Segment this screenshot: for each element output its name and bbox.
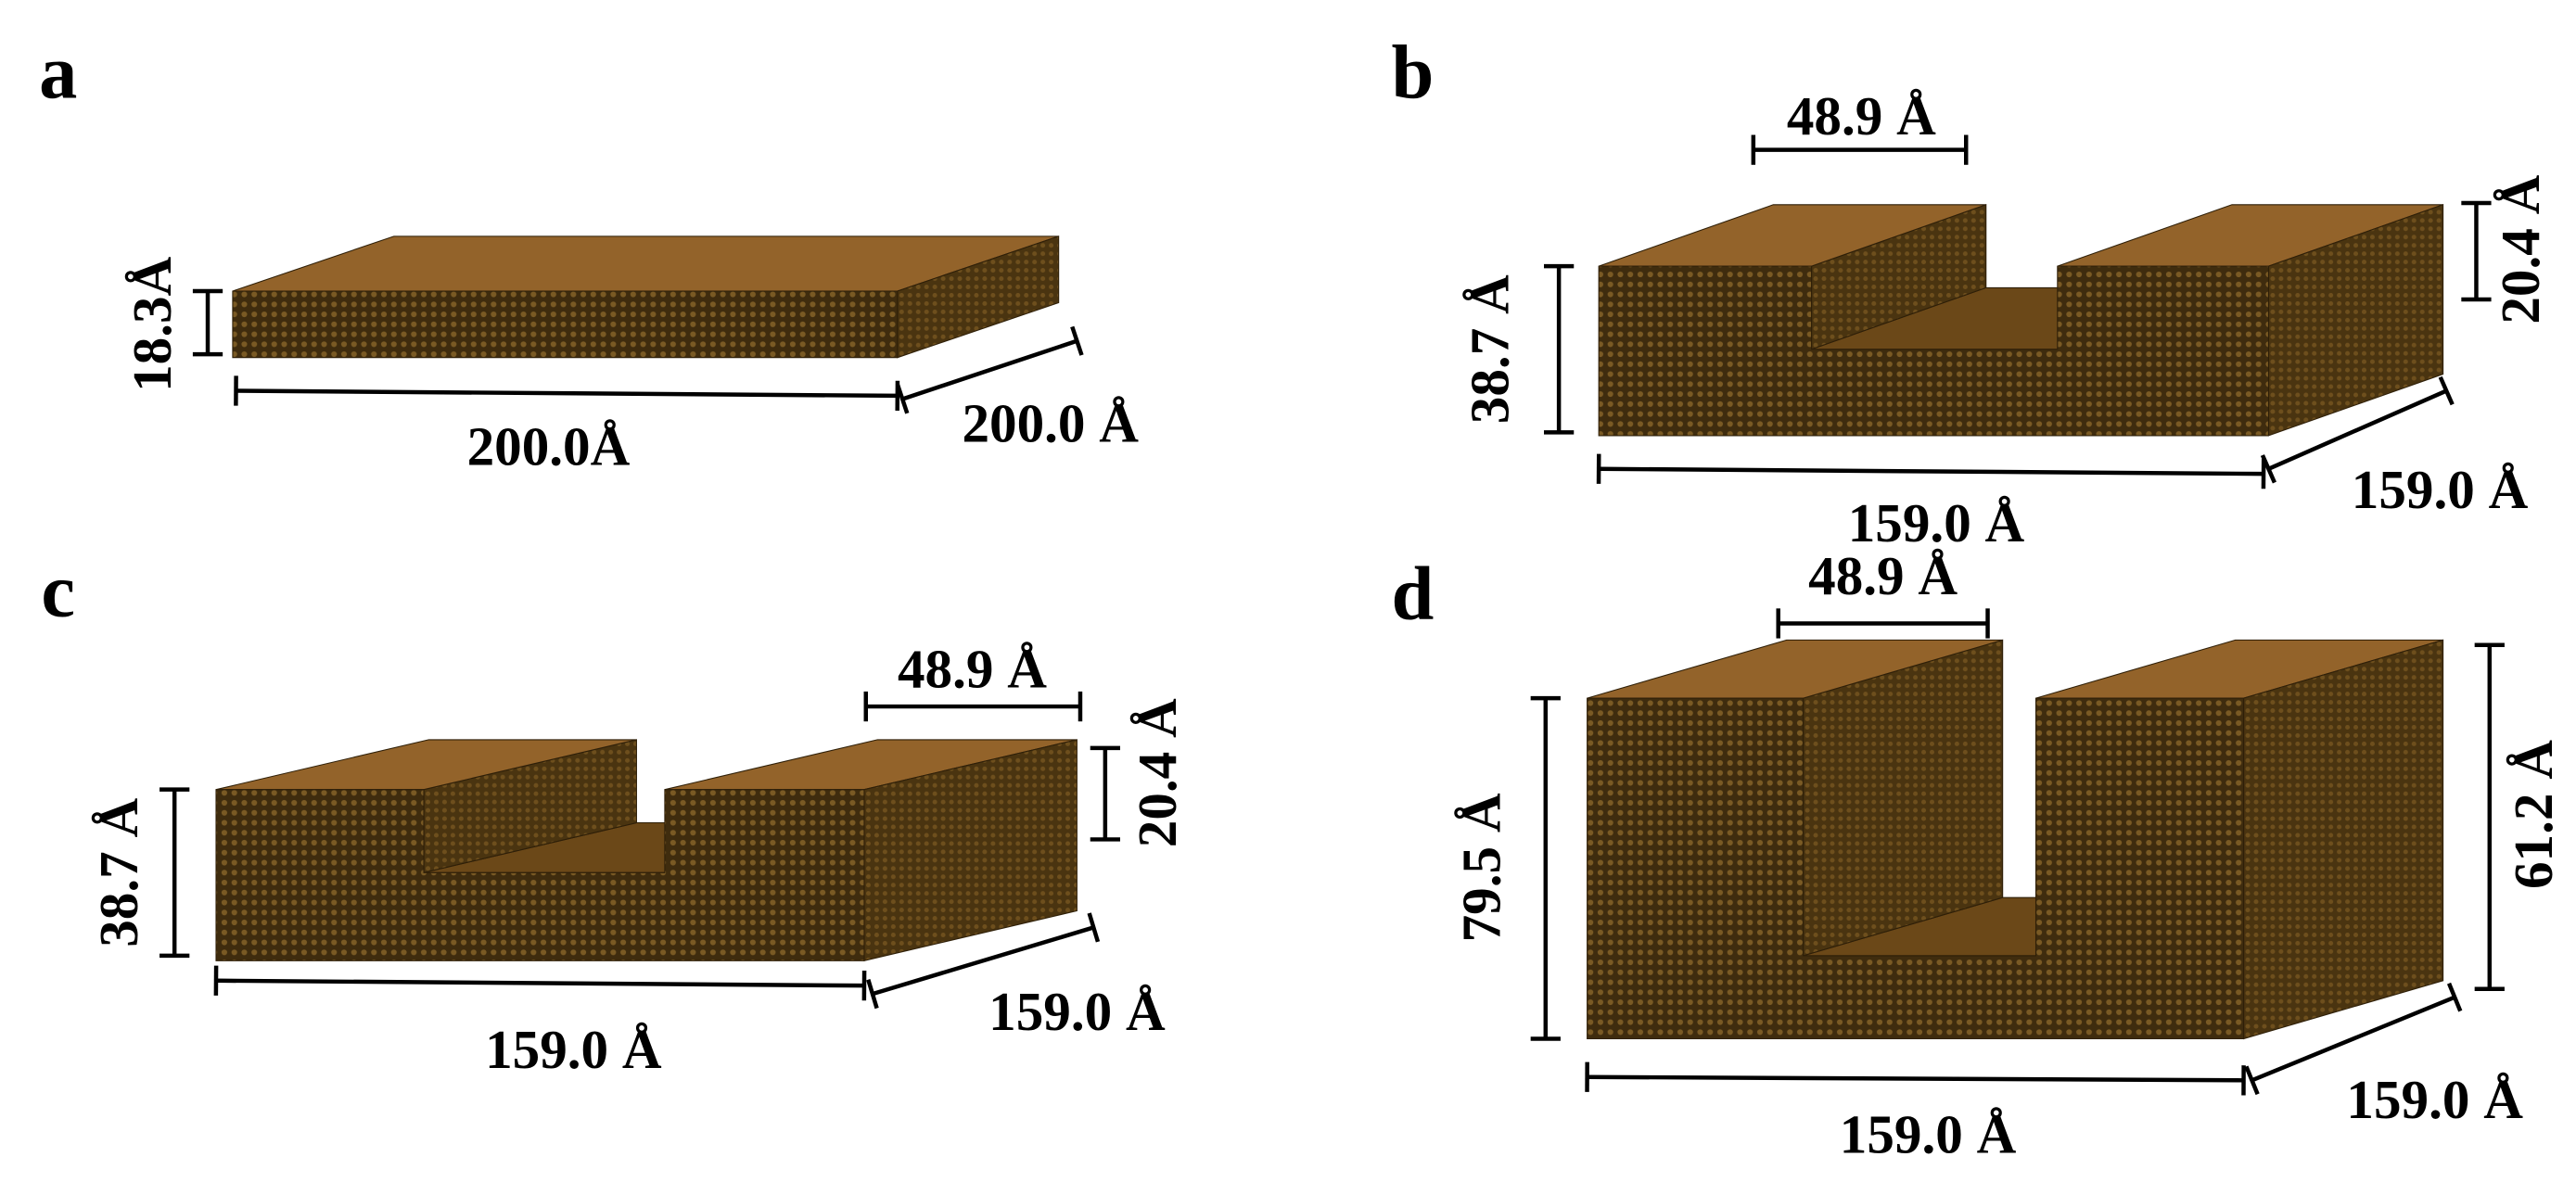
dimension-label: 200.0Å [467,415,631,477]
dimension-cap [2260,454,2276,484]
dimension-cap [895,384,910,414]
dimension-label: 159.0 Å [2352,459,2529,520]
front-face [215,789,865,961]
dimension-line [2251,995,2456,1083]
dimension-cap [2446,982,2463,1012]
panel-label: b [1391,30,1434,114]
dimension-label: 159.0 Å [988,981,1166,1042]
side-face [2243,639,2444,1040]
dimension-label: 48.9 Å [1787,85,1936,146]
dimension-label: 38.7 Å [88,798,149,947]
dimension-label: 159.0 Å [485,1019,662,1080]
front-face [1598,265,2269,437]
dimension-cap [1070,325,1084,356]
dimension-label: 38.7 Å [1460,274,1521,424]
dimension-line [901,338,1078,401]
dimension-line [2267,388,2448,471]
dimension-label: 18.3Å [121,256,183,391]
front-face [1587,697,2245,1040]
dimension-label: 48.9 Å [898,639,1047,700]
dimension-label: 159.0 Å [1848,492,2025,553]
dimension-label: 159.0 Å [1840,1103,2017,1164]
panel-label: d [1391,552,1434,636]
dimension-cap [2438,375,2455,406]
dimension-cap [2244,1065,2260,1096]
dimension-line [1599,466,2264,477]
dimension-label: 200.0 Å [962,392,1139,453]
dimension-line [215,978,864,988]
dimension-label: 48.9 Å [1808,545,1958,606]
dimension-label: 159.0 Å [2346,1069,2523,1130]
dimension-label: 20.4 Å [1127,698,1188,847]
front-face [232,290,899,359]
dimension-label: 61.2 Å [2503,740,2564,889]
dimension-line [1587,1074,2244,1083]
dimension-label: 79.5 Å [1451,793,1512,942]
dimension-cap [1087,912,1101,943]
dimension-cap [866,979,879,1010]
panel-label: a [39,30,77,114]
dimension-line [236,388,898,399]
dimension-label: 20.4 Å [2490,174,2551,324]
panel-label: c [41,548,75,632]
dimension-line [872,925,1094,997]
